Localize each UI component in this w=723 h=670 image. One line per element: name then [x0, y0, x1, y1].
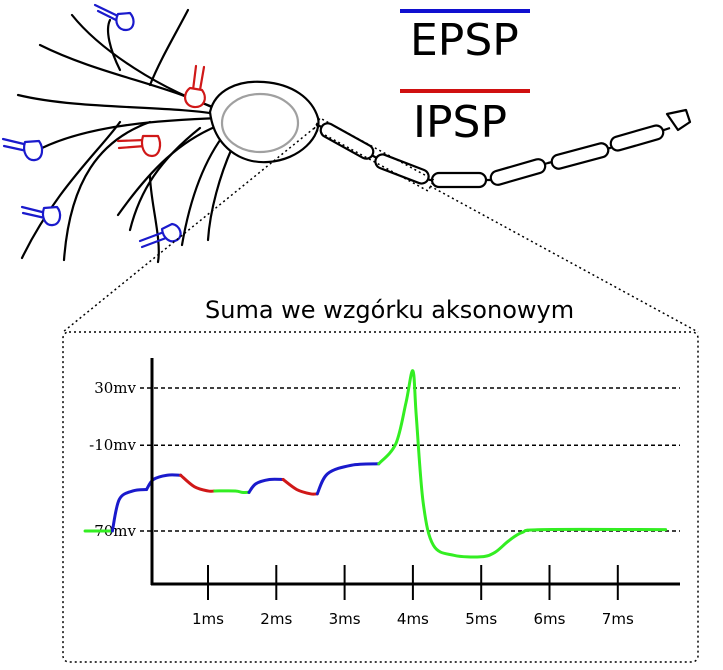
- x-tick-label: 7ms: [602, 610, 634, 628]
- epsp-segment: [110, 488, 149, 533]
- y-axis-labels: 30mv-10mv-70mv: [89, 379, 136, 540]
- x-tick-label: 2ms: [260, 610, 292, 628]
- myelin-sheath: [489, 158, 547, 186]
- axon: [315, 108, 692, 189]
- x-tick-label: 5ms: [465, 610, 497, 628]
- myelin-sheath: [374, 153, 430, 185]
- membrane-potential-chart: 30mv-10mv-70mv 1ms 2ms 3ms 4ms 5ms 6ms 7ms: [83, 358, 680, 628]
- dendrite: [20, 120, 122, 260]
- chart-title: Suma we wzgórku aksonowym: [205, 296, 575, 324]
- axon-fiber: [315, 123, 671, 182]
- epsp-segment: [247, 477, 285, 494]
- dendrite: [148, 8, 190, 87]
- x-tick-label: 6ms: [534, 610, 566, 628]
- axon-terminal: [665, 108, 692, 132]
- ipsp-segment: [281, 478, 319, 496]
- x-tick-label: 1ms: [192, 610, 224, 628]
- nucleus: [220, 92, 300, 154]
- dendrite: [148, 173, 160, 264]
- zoom-line: [429, 185, 699, 333]
- epsp-segment: [315, 462, 381, 496]
- x-tick-label: 4ms: [397, 610, 429, 628]
- myelin-sheath: [319, 122, 375, 160]
- epsp-synapse: [20, 205, 62, 227]
- dendrite: [128, 126, 202, 232]
- zoom-indicator: [62, 116, 699, 663]
- myelin-sheath: [550, 142, 610, 170]
- ipsp-segment: [179, 473, 217, 493]
- myelin-sheath: [609, 124, 665, 152]
- epsp-synapse: [1, 137, 44, 162]
- x-tick-label: 3ms: [329, 610, 361, 628]
- epsp-legend-label: EPSP: [410, 15, 519, 66]
- potential-curve: [83, 369, 668, 559]
- ipsp-synapse: [184, 64, 206, 109]
- decay-segment: [213, 489, 251, 494]
- action-potential-segment: [377, 369, 668, 559]
- epsp-segment: [145, 473, 183, 492]
- dendrite: [206, 146, 234, 242]
- epsp-synapse: [138, 222, 182, 249]
- dendrite: [180, 130, 228, 247]
- dendrite: [106, 18, 122, 72]
- x-axis-ticks: 1ms 2ms 3ms 4ms 5ms 6ms 7ms: [192, 565, 634, 628]
- y-axis-label: 30mv: [94, 379, 136, 397]
- myelin-sheath: [430, 171, 488, 189]
- soma: [208, 80, 320, 164]
- y-axis-label: -10mv: [89, 436, 136, 454]
- dendrite: [116, 122, 224, 217]
- ipsp-synapse: [116, 134, 162, 158]
- reference-lines: [140, 387, 680, 532]
- chart-frame: [62, 331, 699, 663]
- epsp-synapse: [93, 3, 135, 32]
- ipsp-legend-label: IPSP: [413, 97, 507, 148]
- dendrite: [40, 116, 224, 150]
- dendrite: [16, 93, 224, 117]
- dendrite: [62, 120, 152, 262]
